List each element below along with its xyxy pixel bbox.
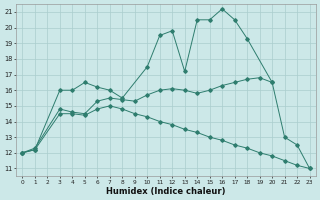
X-axis label: Humidex (Indice chaleur): Humidex (Indice chaleur): [106, 187, 226, 196]
